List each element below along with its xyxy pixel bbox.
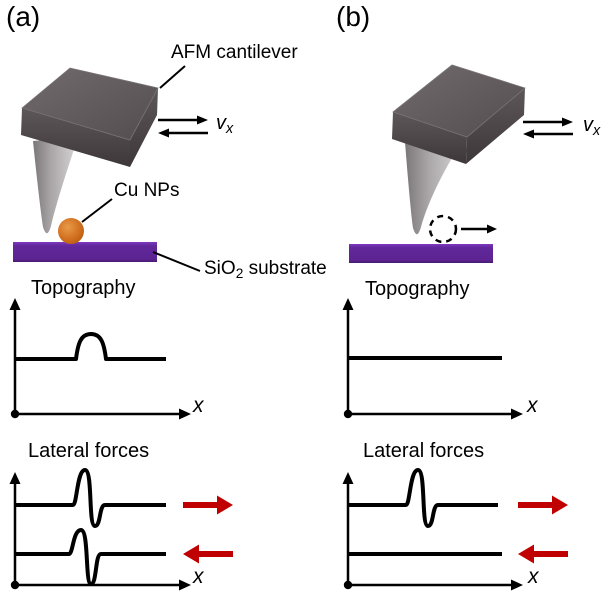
lateral-trace-forward-a: [15, 468, 166, 528]
np-callout-line: [81, 198, 113, 223]
arrow-left-icon: [523, 129, 534, 139]
velocity-label-a: vx: [216, 112, 233, 138]
topography-title-b: Topography: [365, 278, 470, 300]
red-arrow-right-icon: [183, 495, 233, 515]
x-axis-label-topo-a: x: [193, 394, 204, 417]
lateral-forces-title-a: Lateral forces: [28, 440, 150, 462]
origin-dot: [10, 580, 20, 590]
panel-a-schematic: [13, 65, 208, 272]
velocity-subscript: x: [226, 121, 234, 138]
topography-plot-b: [342, 298, 523, 420]
velocity-subscript: x: [593, 123, 601, 140]
substrate-callout-line: [152, 251, 201, 272]
lateral-trace-forward-b: [348, 468, 498, 528]
x-axis-label-lf-b: x: [528, 565, 539, 588]
panel-a-label: (a): [6, 1, 41, 32]
velocity-base: v: [216, 112, 226, 134]
lateral-forces-plot-a: [9, 468, 233, 591]
topography-trace-bump: [15, 332, 166, 361]
afm-cantilever-a: [21, 67, 159, 167]
substrate-label-suffix: substrate: [243, 258, 327, 279]
x-axis-arrowhead: [511, 408, 523, 420]
topography-title-a: Topography: [31, 277, 136, 299]
lateral-forces-title-b: Lateral forces: [363, 440, 485, 462]
y-axis-arrowhead: [342, 472, 354, 484]
panel-b-label: (b): [336, 1, 371, 32]
velocity-label-b: vx: [583, 114, 600, 140]
red-arrow-left-icon: [183, 544, 233, 564]
panel-b-schematic: [349, 64, 573, 263]
cantilever-label: AFM cantilever: [171, 42, 298, 63]
substrate-label-subscript: 2: [235, 265, 244, 281]
y-axis-arrowhead: [9, 472, 21, 484]
arrow-left-icon: [158, 128, 169, 138]
origin-dot: [343, 580, 353, 590]
substrate-b: [349, 244, 493, 263]
substrate-label-prefix: SiO: [204, 258, 236, 279]
x-axis-arrowhead: [179, 579, 191, 591]
substrate-a: [13, 242, 157, 262]
red-arrow-left-icon: [518, 544, 568, 564]
afm-tip-a: [33, 137, 78, 234]
y-axis-arrowhead: [342, 298, 354, 310]
y-axis-arrowhead: [9, 298, 21, 310]
cantilever-top-face-a: [21, 67, 159, 141]
np-displacement-arrow: [461, 224, 497, 234]
origin-dot: [343, 409, 353, 419]
arrow-right-icon: [562, 117, 573, 127]
arrow-right-icon: [197, 115, 208, 125]
np-label: Cu NPs: [114, 180, 180, 201]
afm-cantilever-b: [392, 64, 526, 164]
x-axis-arrowhead: [179, 408, 191, 420]
cantilever-front-left-face-a: [21, 108, 130, 167]
origin-dot: [10, 409, 20, 419]
substrate-label: SiO2 substrate: [204, 258, 327, 281]
cantilever-top-face-b: [392, 64, 526, 138]
lateral-trace-backward-a: [15, 528, 166, 586]
red-arrow-right-icon: [518, 495, 568, 515]
x-axis-arrowhead: [511, 579, 523, 591]
cantilever-front-right-face-b: [466, 88, 525, 164]
cu-nanoparticle: [58, 218, 84, 244]
cantilever-callout-line: [159, 65, 186, 89]
x-axis-label-lf-a: x: [193, 565, 204, 588]
scan-direction-arrows-b: [523, 117, 573, 139]
cantilever-front-right-face-a: [130, 88, 158, 167]
afm-tip-b: [405, 140, 463, 235]
removed-np-dashed-circle: [428, 214, 458, 244]
arrow-right-icon: [487, 224, 497, 234]
velocity-base: v: [583, 114, 593, 136]
topography-plot-a: [9, 298, 191, 420]
cantilever-front-left-face-b: [392, 112, 467, 164]
scan-direction-arrows-a: [158, 115, 208, 138]
x-axis-label-topo-b: x: [527, 394, 538, 417]
lateral-forces-plot-b: [342, 468, 568, 591]
